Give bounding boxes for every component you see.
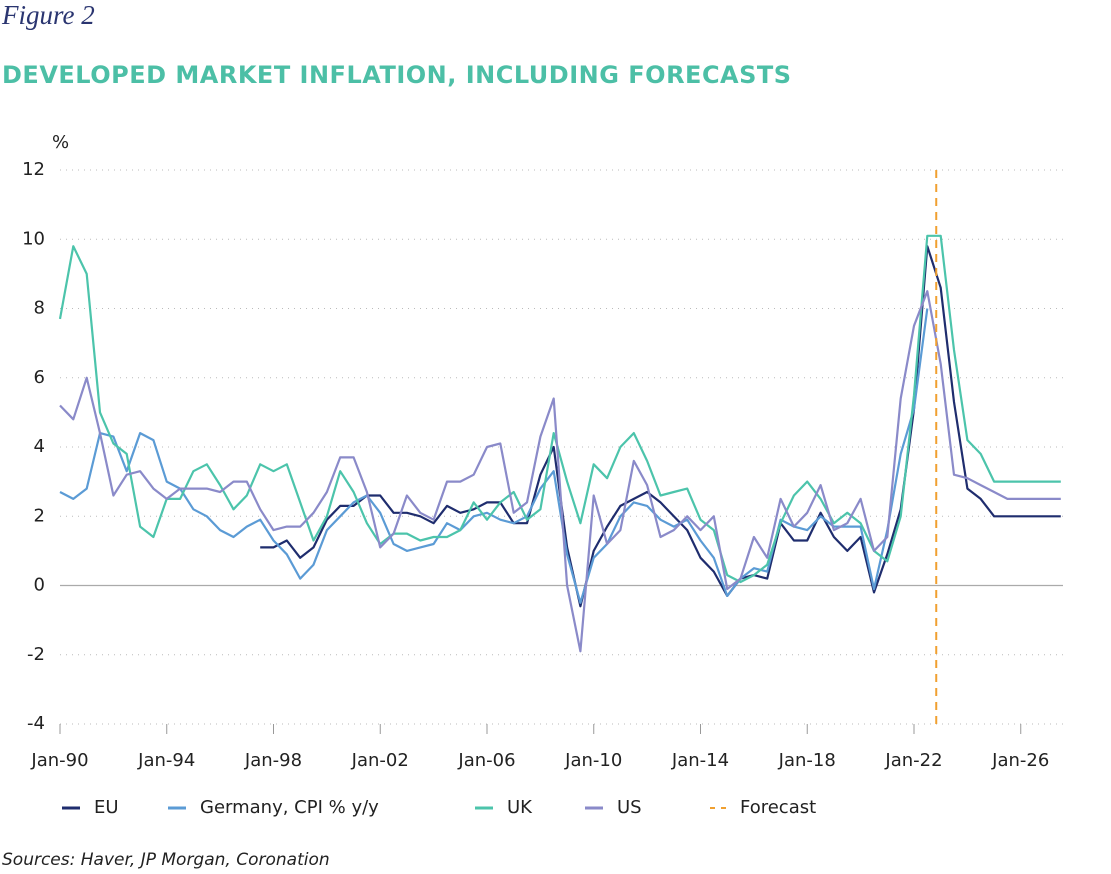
x-tick-label: Jan-02 — [351, 750, 409, 771]
series-line — [59, 308, 929, 604]
series-line — [260, 245, 1061, 608]
series-line — [58, 234, 1061, 584]
y-tick-label: -2 — [27, 644, 45, 665]
sources: Sources: Haver, JP Morgan, Coronation — [2, 850, 330, 870]
y-tick-label: 12 — [22, 159, 45, 180]
x-tick-label: Jan-90 — [30, 750, 88, 771]
x-tick-label: Jan-26 — [991, 750, 1049, 771]
x-tick-label: Jan-18 — [778, 750, 836, 771]
y-tick-label: 4 — [34, 436, 45, 457]
x-tick-label: Jan-10 — [564, 750, 622, 771]
y-tick-label: 10 — [22, 228, 45, 249]
x-tick-label: Jan-94 — [137, 750, 195, 771]
y-tick-label: 0 — [34, 575, 45, 596]
x-tick-label: Jan-22 — [884, 750, 942, 771]
x-tick-label: Jan-06 — [457, 750, 515, 771]
y-tick-label: -4 — [27, 713, 45, 734]
legend-label: US — [617, 797, 642, 818]
y-tick-label: 2 — [34, 505, 45, 526]
chart-title: DEVELOPED MARKET INFLATION, INCLUDING FO… — [2, 61, 792, 89]
y-axis-label: % — [52, 132, 69, 153]
series-line — [59, 290, 1061, 653]
figure-label: Figure 2 — [1, 0, 95, 30]
y-tick-label: 6 — [34, 367, 45, 388]
y-tick-label: 8 — [34, 298, 45, 319]
legend-label: EU — [94, 797, 119, 818]
legend-label: Germany, CPI % y/y — [200, 797, 379, 818]
legend-label: Forecast — [740, 797, 816, 818]
x-tick-label: Jan-14 — [671, 750, 729, 771]
legend-label: UK — [507, 797, 533, 818]
x-tick-label: Jan-98 — [244, 750, 302, 771]
